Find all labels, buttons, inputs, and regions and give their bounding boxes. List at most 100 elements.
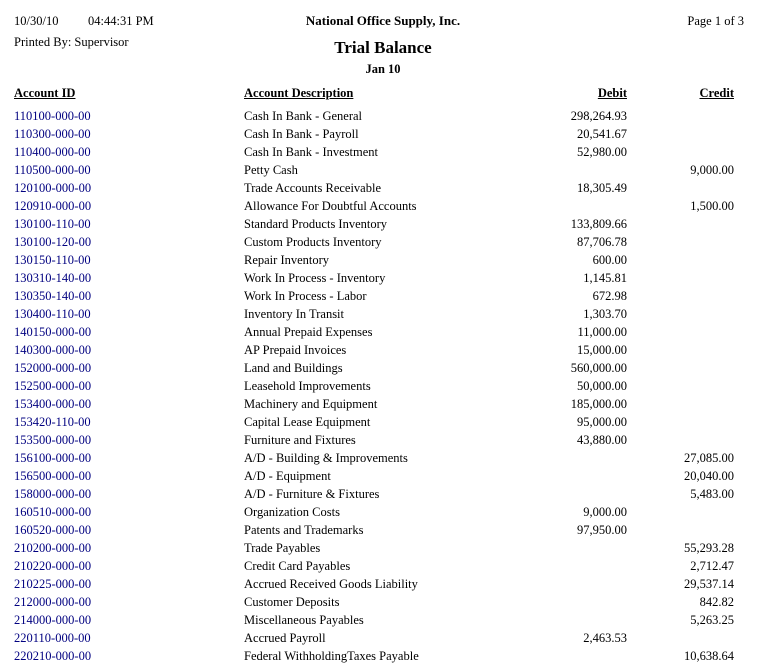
account-id[interactable]: 156100-000-00	[14, 451, 92, 465]
col-header-account-description: Account Description	[244, 86, 354, 100]
account-description: Accrued Payroll	[244, 631, 326, 645]
account-id[interactable]: 158000-000-00	[14, 487, 92, 501]
debit-amount: 298,264.93	[570, 109, 627, 123]
account-id[interactable]: 120100-000-00	[14, 181, 92, 195]
account-id[interactable]: 214000-000-00	[14, 613, 92, 627]
account-id[interactable]: 130150-110-00	[14, 253, 91, 267]
table-row: 153500-000-00 Furniture and Fixtures 43,88…	[14, 431, 734, 449]
credit-amount	[627, 521, 734, 539]
credit-amount	[627, 431, 734, 449]
account-id[interactable]: 140300-000-00	[14, 343, 92, 357]
account-id[interactable]: 153400-000-00	[14, 397, 92, 411]
account-id[interactable]: 110500-000-00	[14, 163, 91, 177]
account-id[interactable]: 120910-000-00	[14, 199, 92, 213]
account-id[interactable]: 160510-000-00	[14, 505, 92, 519]
table-row: 210225-000-00 Accrued Received Goods Liab…	[14, 575, 734, 593]
table-row: 153400-000-00 Machinery and Equipment 185,…	[14, 395, 734, 413]
account-id[interactable]: 210220-000-00	[14, 559, 92, 573]
credit-amount	[627, 269, 734, 287]
debit-amount: 1,145.81	[583, 271, 627, 285]
account-id[interactable]: 130100-110-00	[14, 217, 91, 231]
account-id[interactable]: 153500-000-00	[14, 433, 92, 447]
table-row: 110100-000-00 Cash In Bank - General 298,2…	[14, 107, 734, 125]
credit-amount: 842.82	[699, 595, 734, 609]
account-id[interactable]: 153420-110-00	[14, 415, 91, 429]
account-description: Customer Deposits	[244, 595, 340, 609]
col-header-account-id: Account ID	[14, 86, 76, 100]
table-row: 140150-000-00 Annual Prepaid Expenses 11,0…	[14, 323, 734, 341]
table-header-row: Account ID Account Description Debit Cre…	[14, 86, 734, 107]
report-header-center: National Office Supply, Inc. Trial Balan…	[0, 13, 766, 77]
account-description: Credit Card Payables	[244, 559, 351, 573]
account-id[interactable]: 130350-140-00	[14, 289, 92, 303]
debit-amount	[522, 467, 627, 485]
page-indicator: Page 1 of 3	[687, 14, 744, 28]
account-description: Allowance For Doubtful Accounts	[244, 199, 417, 213]
report-header: 10/30/10 04:44:31 PM Printed By: Supervi…	[0, 0, 766, 86]
account-description: A/D - Building & Improvements	[244, 451, 408, 465]
table-header: Account ID Account Description Debit Cre…	[14, 86, 734, 107]
debit-amount	[522, 161, 627, 179]
account-id[interactable]: 110400-000-00	[14, 145, 91, 159]
account-description: Cash In Bank - General	[244, 109, 363, 123]
account-id[interactable]: 130400-110-00	[14, 307, 91, 321]
account-id[interactable]: 130310-140-00	[14, 271, 92, 285]
account-description: Accrued Received Goods Liability	[244, 577, 418, 591]
account-id[interactable]: 212000-000-00	[14, 595, 92, 609]
credit-amount: 10,638.64	[684, 649, 734, 663]
credit-amount	[627, 413, 734, 431]
account-id[interactable]: 110100-000-00	[14, 109, 91, 123]
table-row: 158000-000-00 A/D - Furniture & Fixtures 5…	[14, 485, 734, 503]
table-row: 110300-000-00 Cash In Bank - Payroll 20,54…	[14, 125, 734, 143]
credit-amount	[627, 305, 734, 323]
account-description: A/D - Equipment	[244, 469, 331, 483]
credit-amount: 1,500.00	[690, 199, 734, 213]
debit-amount	[522, 197, 627, 215]
account-id[interactable]: 152500-000-00	[14, 379, 92, 393]
account-description: Patents and Trademarks	[244, 523, 364, 537]
table-row: 130400-110-00 Inventory In Transit 1,303.7…	[14, 305, 734, 323]
table-row: 152000-000-00 Land and Buildings 560,000.0…	[14, 359, 734, 377]
debit-amount: 43,880.00	[577, 433, 627, 447]
account-id[interactable]: 156500-000-00	[14, 469, 92, 483]
account-id[interactable]: 110300-000-00	[14, 127, 91, 141]
debit-amount: 600.00	[592, 253, 627, 267]
credit-amount	[627, 323, 734, 341]
account-description: Capital Lease Equipment	[244, 415, 371, 429]
credit-amount	[627, 125, 734, 143]
debit-amount: 50,000.00	[577, 379, 627, 393]
debit-amount: 11,000.00	[577, 325, 627, 339]
report-title: Trial Balance	[334, 38, 432, 57]
account-description: Trade Payables	[244, 541, 321, 555]
debit-amount: 2,463.53	[583, 631, 627, 645]
credit-amount	[627, 359, 734, 377]
account-description: Cash In Bank - Investment	[244, 145, 379, 159]
account-id[interactable]: 220210-000-00	[14, 649, 92, 663]
account-id[interactable]: 140150-000-00	[14, 325, 92, 339]
account-description: AP Prepaid Invoices	[244, 343, 347, 357]
debit-amount	[522, 593, 627, 611]
account-id[interactable]: 220110-000-00	[14, 631, 91, 645]
account-description: Work In Process - Inventory	[244, 271, 386, 285]
debit-amount: 87,706.78	[577, 235, 627, 249]
debit-amount	[522, 539, 627, 557]
credit-amount	[627, 251, 734, 269]
debit-amount: 52,980.00	[577, 145, 627, 159]
table-row: 130100-120-00 Custom Products Inventory 87…	[14, 233, 734, 251]
account-id[interactable]: 210225-000-00	[14, 577, 92, 591]
account-id[interactable]: 130100-120-00	[14, 235, 92, 249]
table-row: 156100-000-00 A/D - Building & Improvemen…	[14, 449, 734, 467]
account-description: Furniture and Fixtures	[244, 433, 356, 447]
account-description: Annual Prepaid Expenses	[244, 325, 373, 339]
account-description: Federal WithholdingTaxes Payable	[244, 649, 419, 663]
debit-amount: 185,000.00	[570, 397, 627, 411]
account-description: Miscellaneous Payables	[244, 613, 364, 627]
col-header-credit: Credit	[699, 86, 735, 100]
table-row: 210200-000-00 Trade Payables 55,293.28	[14, 539, 734, 557]
account-id[interactable]: 160520-000-00	[14, 523, 92, 537]
credit-amount	[627, 287, 734, 305]
credit-amount	[627, 107, 734, 125]
credit-amount: 5,263.25	[690, 613, 734, 627]
account-id[interactable]: 210200-000-00	[14, 541, 92, 555]
account-id[interactable]: 152000-000-00	[14, 361, 92, 375]
